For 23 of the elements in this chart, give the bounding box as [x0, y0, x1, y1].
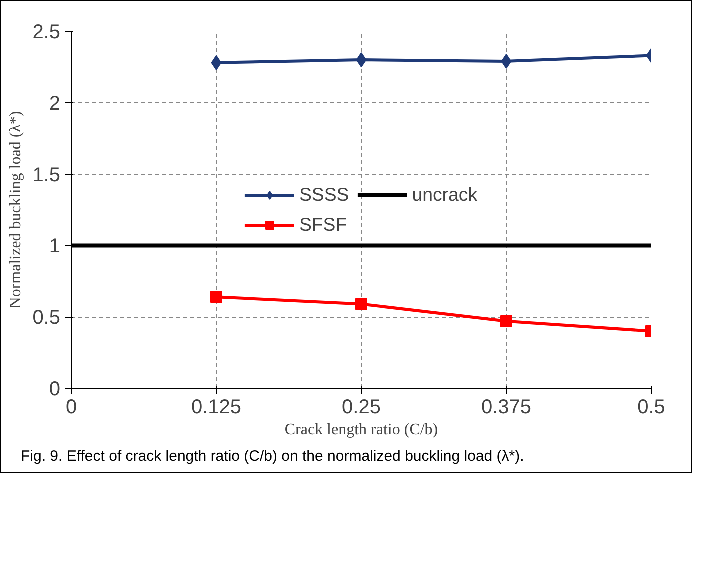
x-tick-label: 0: [66, 396, 78, 418]
x-tick-label: 0.5: [638, 396, 666, 418]
y-tick-label: 1: [49, 236, 60, 258]
y-axis-title: Normalized buckling load (λ*): [8, 111, 25, 309]
x-tick-label: 0.375: [481, 396, 532, 418]
point: [211, 55, 222, 70]
point: [210, 291, 222, 304]
x-tick-label: 0.25: [342, 396, 381, 418]
legend-label: uncrack: [412, 184, 478, 206]
point: [356, 52, 367, 68]
y-tick-label: 0.5: [32, 307, 61, 330]
x-tick-label: 0.125: [191, 396, 242, 418]
y-tick-label: 2.5: [32, 22, 61, 44]
point: [501, 54, 512, 69]
legend-label: SFSF: [299, 214, 348, 236]
point: [356, 298, 368, 310]
point: [500, 315, 512, 328]
y-tick-label: 0: [49, 378, 60, 400]
legend-label: SSSS: [299, 184, 350, 206]
x-axis-title: Crack length ratio (C/b): [284, 422, 438, 438]
y-tick-label: 2: [49, 92, 60, 115]
y-tick-label: 1.5: [32, 164, 61, 186]
caption: Fig. 9. Effect of crack length ratio (C/b) on the normalized buckling load (λ*).: [21, 447, 524, 467]
